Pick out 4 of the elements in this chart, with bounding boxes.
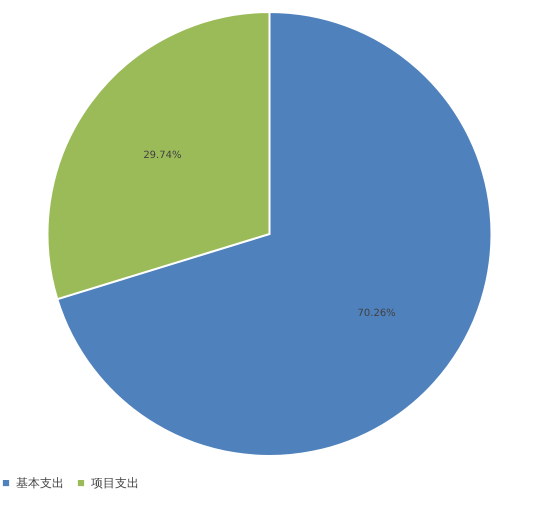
legend-label: 项目支出 (91, 476, 139, 490)
data-label: 29.74% (143, 150, 182, 161)
legend-label: 基本支出 (16, 476, 64, 490)
data-label: 70.26% (358, 308, 396, 320)
